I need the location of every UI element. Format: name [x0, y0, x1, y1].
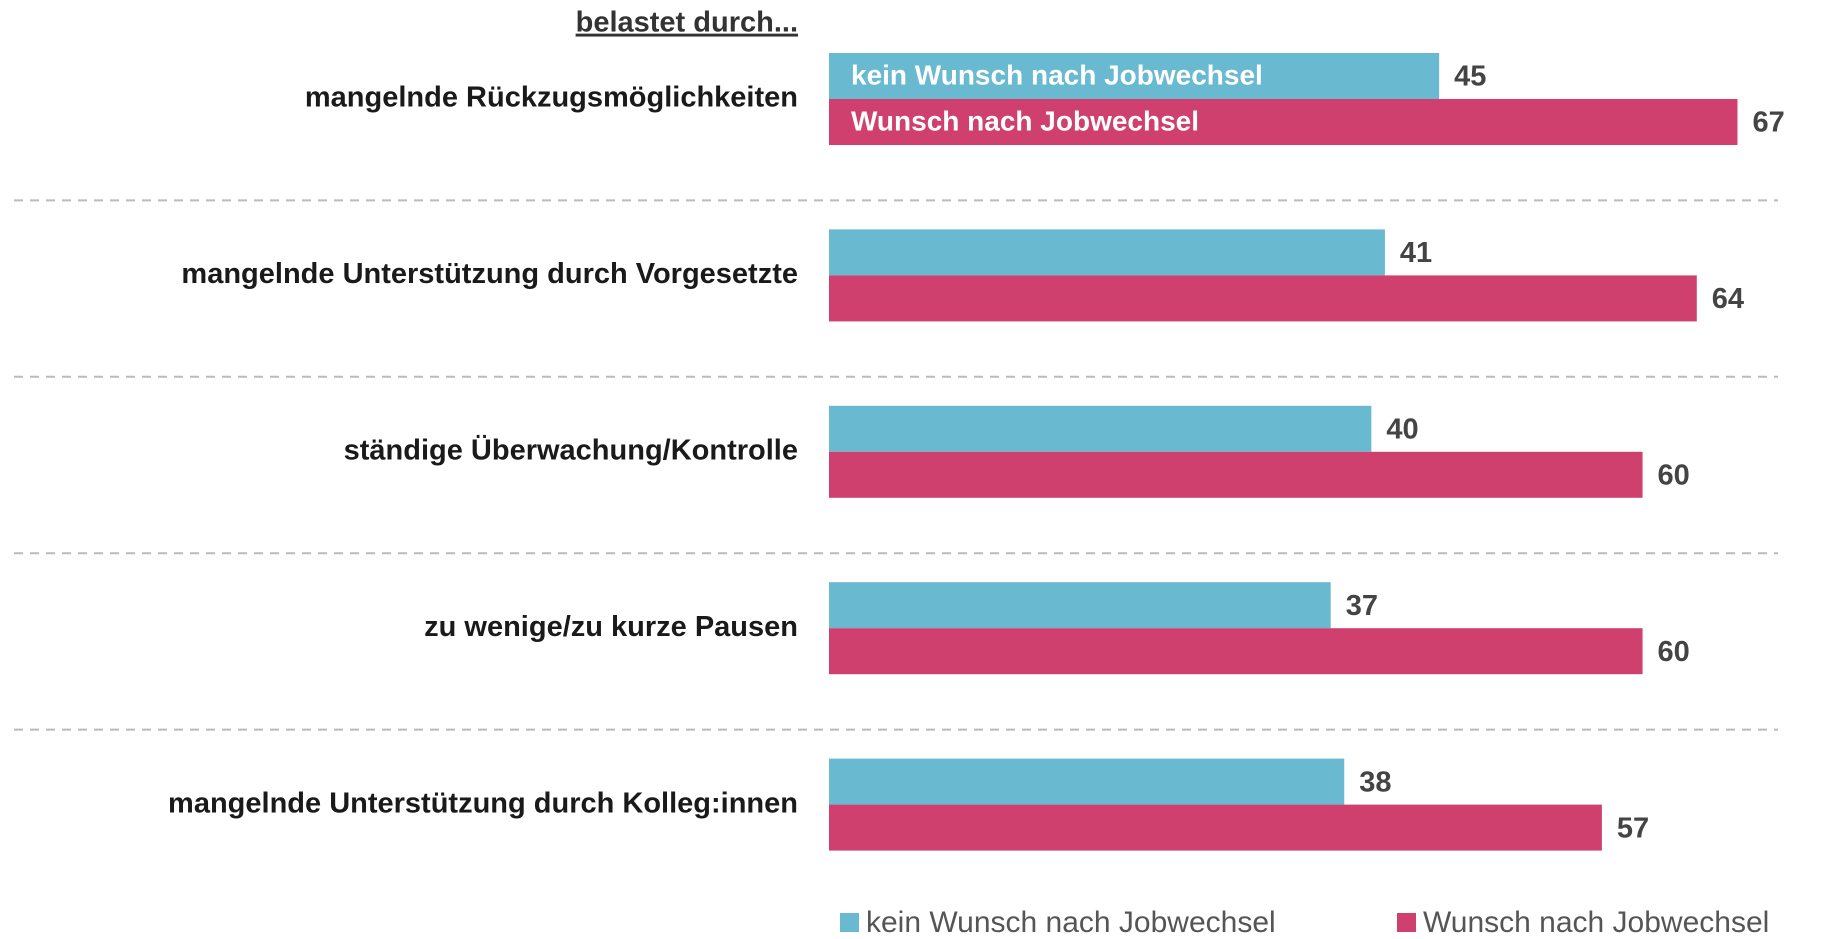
- value-label: 64: [1712, 283, 1744, 315]
- bar: [829, 99, 1738, 145]
- bar-series-label: Wunsch nach Jobwechsel: [851, 105, 1199, 136]
- category-label: mangelnde Unterstützung durch Kolleg:inn…: [168, 787, 798, 819]
- value-label: 41: [1400, 237, 1432, 269]
- legend-label: kein Wunsch nach Jobwechsel: [866, 906, 1276, 939]
- value-label: 67: [1752, 107, 1784, 139]
- value-label: 57: [1617, 812, 1649, 844]
- value-label: 40: [1386, 413, 1418, 445]
- bar: [829, 582, 1331, 629]
- bar-series-label: kein Wunsch nach Jobwechsel: [851, 59, 1263, 90]
- bar: [829, 804, 1602, 851]
- bar: [829, 53, 1440, 99]
- bar: [829, 451, 1643, 498]
- value-label: 60: [1658, 459, 1690, 491]
- axis-title: belastet durch...: [576, 7, 798, 39]
- bar: [829, 229, 1385, 276]
- category-label: mangelnde Unterstützung durch Vorgesetzt…: [181, 258, 798, 290]
- bar: [829, 275, 1697, 322]
- legend-label: Wunsch nach Jobwechsel: [1423, 906, 1769, 939]
- bar: [829, 405, 1372, 452]
- value-label: 45: [1454, 61, 1486, 93]
- category-label: mangelnde Rückzugsmöglichkeiten: [305, 82, 798, 114]
- legend-swatch: [840, 913, 859, 932]
- value-label: 37: [1346, 590, 1378, 622]
- value-label: 60: [1658, 636, 1690, 668]
- category-label: ständige Überwachung/Kontrolle: [344, 433, 798, 466]
- category-label: zu wenige/zu kurze Pausen: [424, 611, 798, 643]
- value-label: 38: [1359, 766, 1391, 798]
- bar: [829, 628, 1643, 675]
- bar: [829, 758, 1345, 805]
- legend-swatch: [1397, 913, 1416, 932]
